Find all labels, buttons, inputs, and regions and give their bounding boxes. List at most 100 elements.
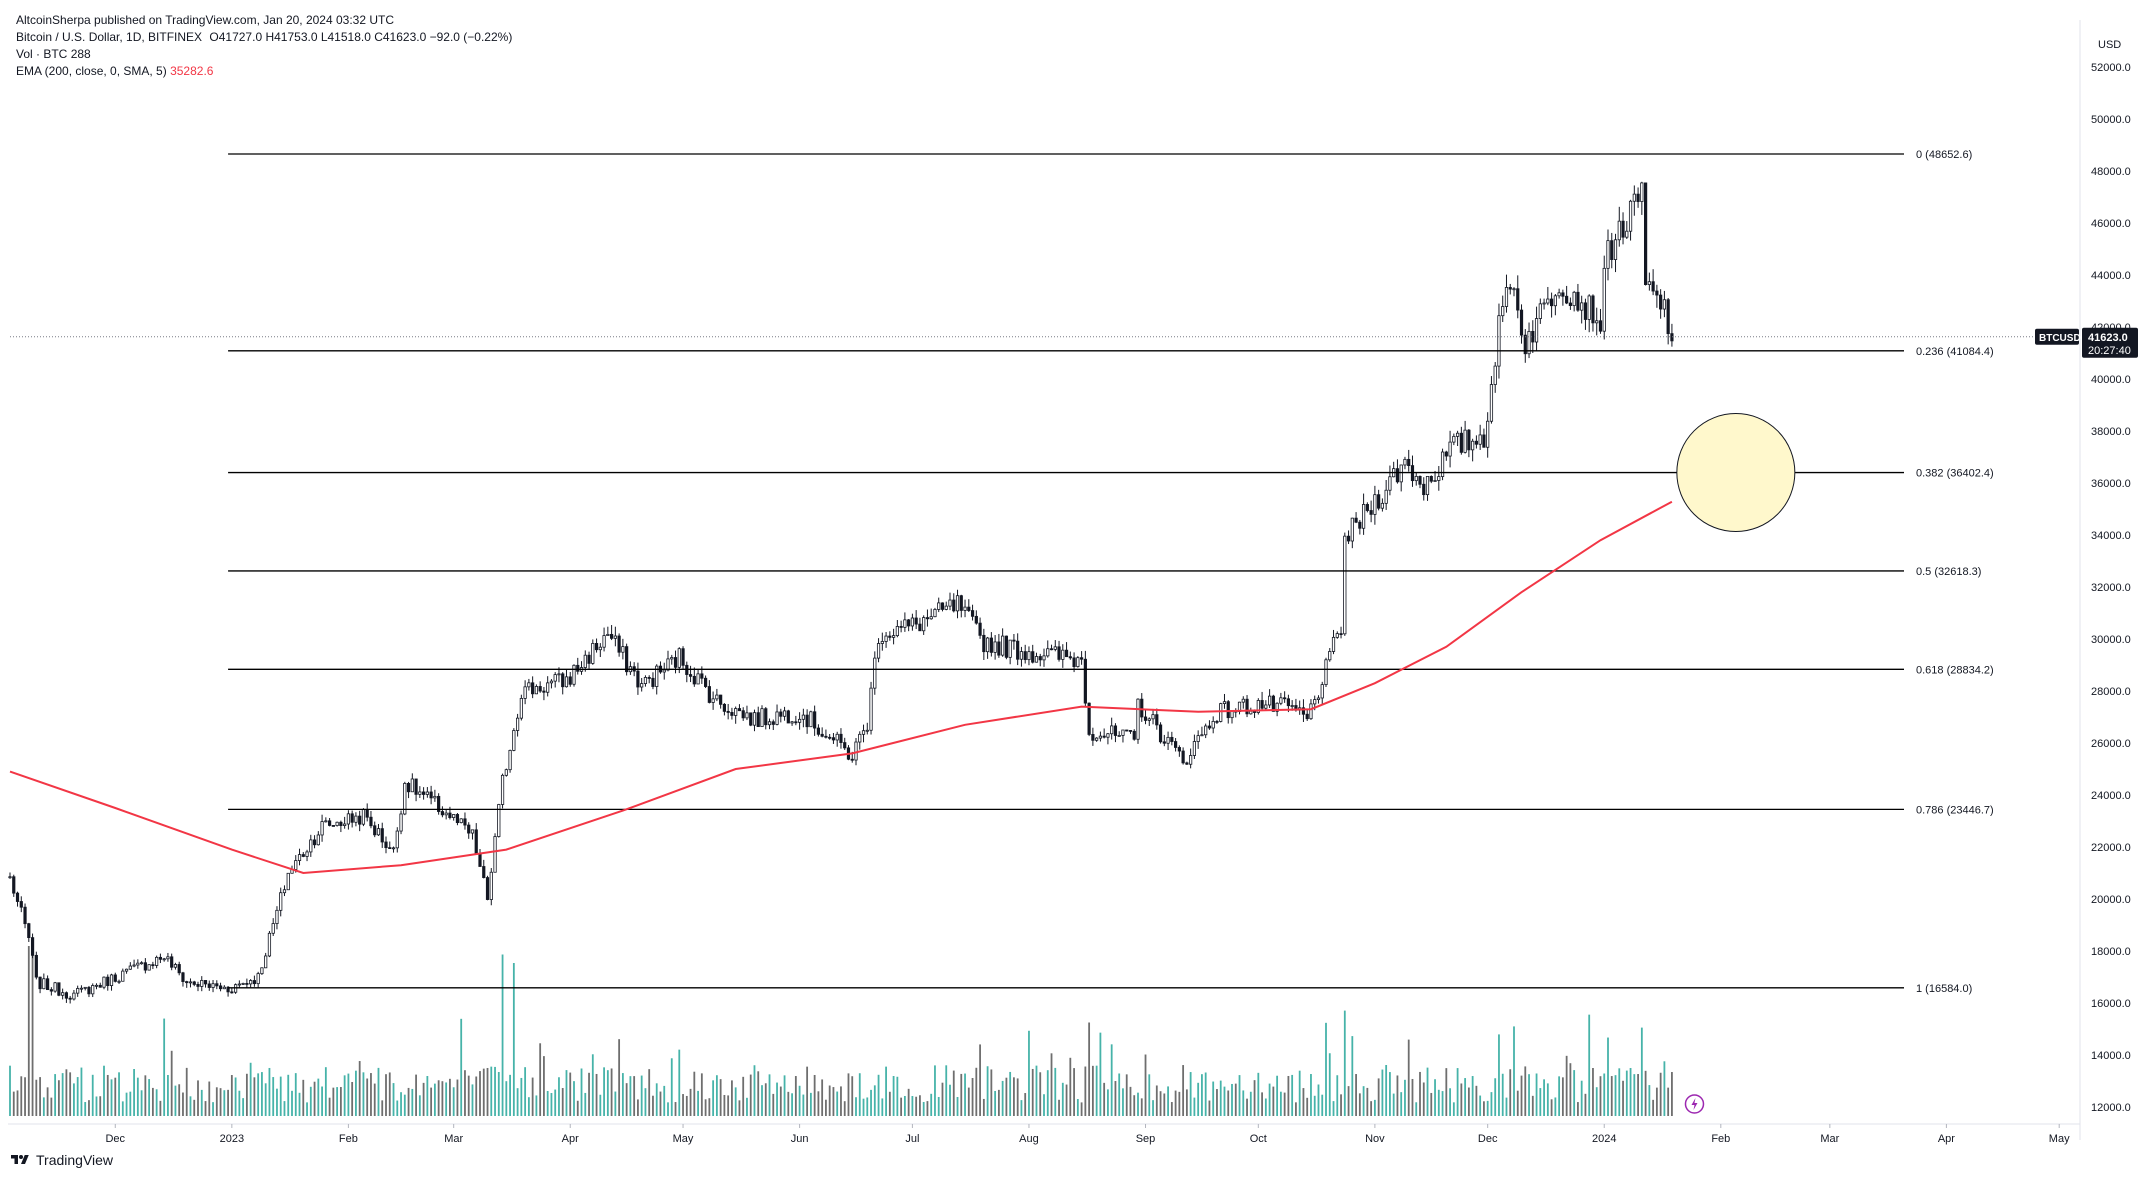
volume-bar — [328, 1097, 331, 1116]
volume-bar — [1441, 1091, 1444, 1116]
volume-bar — [1001, 1080, 1004, 1116]
candle-body — [414, 778, 418, 795]
volume-bar — [783, 1075, 786, 1116]
candle-body — [670, 657, 674, 660]
candle-body — [1102, 735, 1106, 738]
candle-body — [335, 821, 339, 826]
fib-level-label: 0 (48652.6) — [1916, 149, 1972, 161]
currency-label[interactable]: USD — [2098, 39, 2121, 51]
candle-body — [1170, 736, 1174, 742]
fib-level-label: 0.382 (36402.4) — [1916, 468, 1994, 480]
volume-bar — [1013, 1077, 1015, 1116]
tradingview-footer[interactable]: TradingView — [10, 1152, 113, 1168]
candle-body — [801, 714, 805, 720]
fib-level-label: 0.236 (41084.4) — [1916, 346, 1994, 358]
volume-bar — [494, 1066, 496, 1116]
volume-bar — [1103, 1082, 1106, 1116]
volume-bar — [1422, 1082, 1425, 1116]
volume-bar — [403, 1094, 406, 1116]
volume-bar — [1550, 1099, 1553, 1116]
volume-bar — [80, 1067, 83, 1116]
candle-body — [1245, 698, 1249, 715]
volume-bar — [464, 1070, 466, 1116]
candle-body — [967, 606, 971, 611]
candle-body — [617, 635, 621, 653]
volume-bar — [610, 1068, 613, 1116]
volume-bar — [407, 1087, 410, 1116]
highlight-circle[interactable] — [1676, 413, 1796, 533]
last-price-tag-bg — [2082, 327, 2138, 358]
candle-body — [839, 733, 843, 743]
volume-bar — [1279, 1091, 1282, 1116]
volume-bar — [870, 1089, 872, 1116]
volume-bar — [136, 1077, 139, 1116]
volume-bar — [321, 1086, 323, 1116]
candle-body — [1504, 287, 1509, 307]
candle-body — [918, 623, 922, 632]
candle-body — [764, 708, 768, 726]
candle-body — [1226, 701, 1230, 719]
volume-bar — [279, 1076, 282, 1116]
volume-bar — [12, 1091, 15, 1116]
candle-body — [91, 985, 95, 995]
volume-bar — [242, 1098, 245, 1116]
volume-legend-label[interactable]: Vol · BTC — [16, 47, 68, 61]
candle-body — [1377, 494, 1381, 509]
volume-bar — [486, 1067, 489, 1116]
candle-body — [260, 967, 264, 975]
candle-body — [508, 749, 512, 771]
candle-body — [534, 686, 539, 695]
candle-body — [102, 976, 106, 988]
candle-body — [940, 602, 945, 610]
volume-bar — [490, 1066, 493, 1116]
volume-bar — [167, 1074, 169, 1116]
volume-bar — [1355, 1074, 1357, 1116]
volume-bar — [1084, 1066, 1087, 1116]
candle-body — [865, 729, 869, 732]
volume-bar — [355, 1070, 357, 1116]
candle-body — [719, 694, 723, 705]
volume-bar — [245, 1073, 248, 1116]
volume-bar — [73, 1083, 75, 1116]
ema-200-line[interactable] — [9, 500, 1673, 875]
volume-bar — [208, 1081, 211, 1116]
time-tick-label: Mar — [444, 1133, 463, 1145]
candle-body — [497, 804, 501, 837]
candle-body — [613, 635, 617, 639]
candle-body — [1121, 729, 1125, 736]
candle-body — [395, 830, 399, 849]
volume-bar — [531, 1077, 534, 1116]
candle-body — [907, 619, 911, 627]
volume-bar — [866, 1097, 869, 1116]
volume-bar — [550, 1093, 553, 1116]
candle-body — [282, 889, 287, 894]
volume-bar — [708, 1098, 711, 1116]
volume-bar — [794, 1076, 797, 1116]
candle-body — [1365, 504, 1369, 511]
candle-body — [1147, 718, 1151, 721]
candle-body — [19, 901, 23, 908]
symbol-title[interactable]: Bitcoin / U.S. Dollar, 1D, BITFINEX — [16, 30, 203, 44]
volume-bar — [1370, 1101, 1373, 1116]
time-tick-label: Apr — [562, 1133, 579, 1145]
candle-body — [1283, 697, 1287, 700]
volume-bar — [16, 1090, 19, 1116]
candle-body — [722, 703, 727, 712]
candle-body — [1023, 651, 1027, 661]
candle-body — [425, 791, 429, 795]
ema-legend-label[interactable]: EMA (200, close, 0, SMA, 5) — [16, 64, 167, 78]
volume-bar — [655, 1083, 658, 1116]
volume-bar — [975, 1067, 978, 1116]
candle-body — [794, 721, 798, 724]
volume-bar — [1366, 1087, 1369, 1116]
volume-bar — [926, 1101, 929, 1116]
candle-body — [809, 711, 813, 728]
candle-body — [1324, 659, 1328, 686]
volume-bar — [746, 1097, 748, 1116]
candle-body — [542, 690, 546, 693]
candle-body — [264, 955, 268, 969]
fib-level-label: 1 (16584.0) — [1916, 983, 1972, 995]
volume-bar — [99, 1096, 102, 1116]
volume-bar — [1291, 1074, 1294, 1116]
